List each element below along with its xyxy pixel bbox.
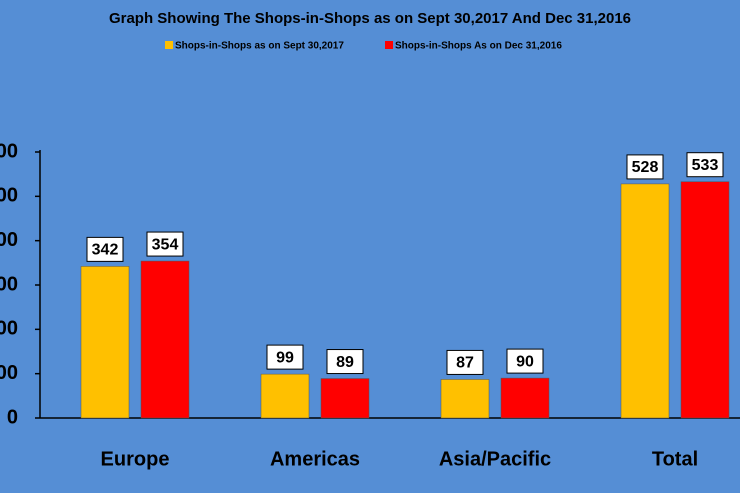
y-tick-label: 200	[0, 318, 18, 340]
value-label-box	[506, 348, 544, 374]
value-label-box	[86, 236, 124, 262]
bar	[260, 373, 310, 419]
value-label-box	[326, 349, 364, 375]
x-tick-label: Europe	[101, 448, 170, 470]
x-tick-label: Asia/Pacific	[439, 448, 551, 470]
bar	[680, 181, 730, 419]
bar	[140, 260, 190, 419]
value-label: 354	[152, 236, 179, 253]
bar	[320, 378, 370, 419]
chart-title: Graph Showing The Shops-in-Shops as on S…	[109, 10, 631, 27]
bar	[80, 266, 130, 419]
legend-swatch	[385, 41, 393, 49]
legend-swatch	[165, 41, 173, 49]
value-label: 342	[92, 242, 119, 259]
value-label-box	[446, 349, 484, 375]
value-label: 99	[276, 349, 294, 366]
y-tick-label: 100	[0, 362, 18, 384]
x-tick-label: Total	[652, 448, 698, 470]
value-label: 528	[632, 159, 659, 176]
y-tick-label: 500	[0, 185, 18, 207]
value-label: 90	[516, 353, 534, 370]
y-tick-label: 300	[0, 273, 18, 295]
legend-label: Shops-in-Shops as on Sept 30,2017	[175, 41, 344, 52]
x-tick-label: Americas	[270, 448, 360, 470]
value-label: 533	[692, 157, 719, 174]
bar	[620, 183, 670, 419]
y-tick-label: 0	[7, 406, 18, 428]
y-tick-label: 400	[0, 229, 18, 251]
value-label: 87	[456, 355, 474, 372]
y-tick-label: 600	[0, 140, 18, 162]
value-label-box	[266, 344, 304, 370]
legend-label: Shops-in-Shops As on Dec 31,2016	[395, 41, 562, 52]
value-label-box	[146, 231, 184, 257]
bar	[440, 379, 490, 419]
value-label: 89	[336, 354, 354, 371]
value-label-box	[686, 152, 724, 178]
value-label-box	[626, 154, 664, 180]
bar	[500, 377, 550, 419]
